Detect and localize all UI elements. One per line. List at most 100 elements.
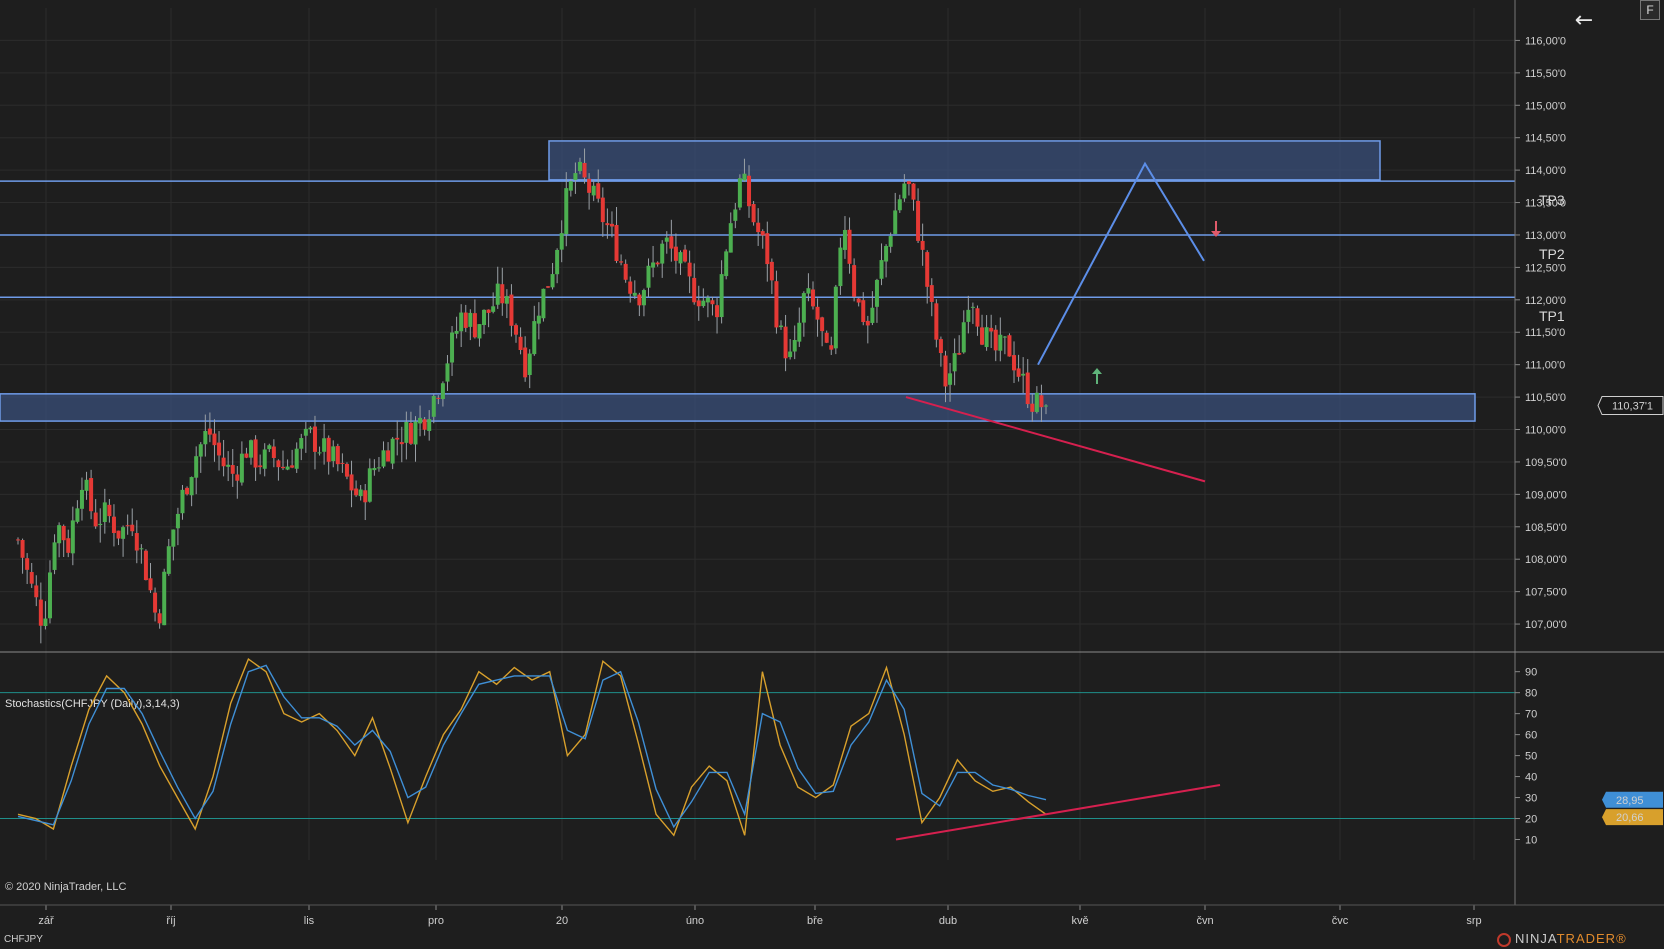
- candle-body: [975, 308, 980, 327]
- instrument-label: CHFJPY: [4, 934, 43, 945]
- x-tick-label: čvn: [1196, 915, 1213, 927]
- candle-body: [399, 442, 404, 445]
- flag-button[interactable]: F: [1640, 0, 1660, 20]
- candle-body: [692, 277, 697, 303]
- candle-body: [299, 438, 304, 449]
- candle-body: [591, 185, 596, 196]
- candle-body: [573, 173, 578, 180]
- stoch-d-value-label: 20,66: [1616, 812, 1644, 824]
- arrow-up-icon: [1092, 368, 1102, 384]
- candle-body: [632, 292, 637, 296]
- y-tick-label: 115,00'0: [1525, 100, 1566, 112]
- candle-body: [961, 322, 966, 353]
- candle-body: [1030, 403, 1035, 412]
- x-tick-label: kvě: [1071, 915, 1088, 927]
- candle-body: [847, 229, 852, 264]
- candle-body: [788, 351, 793, 358]
- candle-body: [148, 578, 153, 591]
- candle-body: [312, 426, 317, 452]
- candle-body: [514, 325, 519, 335]
- candle-body: [249, 440, 254, 458]
- candle-body: [815, 306, 820, 320]
- candle-body: [619, 261, 624, 263]
- axes: 116,00'0 115,50'0 115,00'0 114,50'0 114,00'0…: [0, 0, 1664, 927]
- arrow-down-icon: [1211, 221, 1221, 237]
- candle-body: [984, 327, 989, 348]
- candle-body: [564, 188, 569, 235]
- candle-body: [801, 293, 806, 323]
- candle-body: [230, 465, 235, 474]
- y-tick-label: 111,50'0: [1525, 327, 1565, 339]
- candle-body: [194, 456, 199, 478]
- candle-body: [422, 419, 427, 430]
- candle-body: [349, 474, 354, 491]
- candle-body: [386, 450, 391, 462]
- y-tick-label: 110,50'0: [1525, 392, 1566, 404]
- projection-path: [1037, 161, 1205, 366]
- candle-body: [637, 294, 642, 306]
- candle-body: [267, 445, 272, 450]
- candle-body: [445, 363, 450, 382]
- candle-body: [303, 428, 308, 436]
- stoch-y-tick-label: 30: [1525, 793, 1537, 805]
- candle-body: [52, 542, 57, 570]
- candle-body: [221, 457, 226, 467]
- candle-body: [1044, 405, 1048, 407]
- arrow-left-icon[interactable]: ←: [1574, 8, 1594, 33]
- x-tick-label: lis: [304, 915, 315, 927]
- candle-body: [125, 525, 130, 527]
- stoch-y-tick-label: 80: [1525, 688, 1537, 700]
- x-tick-label: dub: [939, 915, 957, 927]
- candle-body: [893, 210, 898, 234]
- candle-body: [294, 448, 299, 469]
- candle-body: [239, 453, 244, 483]
- stoch-y-tick-label: 20: [1525, 814, 1537, 826]
- candle-body: [874, 279, 879, 307]
- candle-body: [171, 529, 176, 547]
- candle-body: [185, 487, 190, 495]
- candle-body: [664, 237, 669, 242]
- y-tick-label: 115,50'0: [1525, 68, 1566, 80]
- stoch-trendline: [895, 783, 1221, 841]
- candle-body: [806, 288, 811, 294]
- candle-body: [760, 231, 765, 236]
- candle-body: [440, 383, 445, 400]
- candle-body: [687, 262, 692, 277]
- candle-body: [244, 453, 249, 458]
- y-tick-label: 109,00'0: [1525, 489, 1567, 501]
- candle-body: [673, 246, 678, 261]
- candle-body: [897, 199, 902, 211]
- candle-body: [372, 467, 377, 471]
- candle-body: [938, 339, 943, 354]
- candle-body: [47, 572, 52, 619]
- candle-body: [367, 468, 372, 502]
- candle-body: [993, 329, 998, 351]
- candle-body: [980, 327, 985, 345]
- candle-body: [111, 516, 116, 534]
- candle-body: [1002, 336, 1007, 338]
- candle-body: [98, 523, 103, 526]
- candle-body: [25, 558, 30, 570]
- candle-body: [139, 548, 144, 550]
- candle-body: [258, 465, 263, 468]
- stoch-y-tick-label: 10: [1525, 835, 1537, 847]
- candle-body: [1016, 368, 1021, 377]
- candle-body: [879, 260, 884, 279]
- stoch-k-line: [17, 664, 1047, 829]
- candle-body: [395, 437, 400, 440]
- candle-body: [989, 327, 994, 332]
- candle-body: [376, 467, 381, 469]
- candle-body: [166, 546, 171, 574]
- candle-body: [783, 326, 788, 359]
- candle-body: [121, 527, 126, 539]
- candle-body: [545, 286, 550, 288]
- candle-body: [79, 489, 84, 509]
- x-tick-label: srp: [1466, 915, 1481, 927]
- candle-body: [833, 286, 838, 349]
- x-tick-label: zář: [38, 915, 54, 927]
- candle-body: [568, 181, 573, 191]
- y-tick-label: 109,50'0: [1525, 457, 1567, 469]
- candle-body: [107, 504, 112, 517]
- candle-body: [317, 452, 322, 454]
